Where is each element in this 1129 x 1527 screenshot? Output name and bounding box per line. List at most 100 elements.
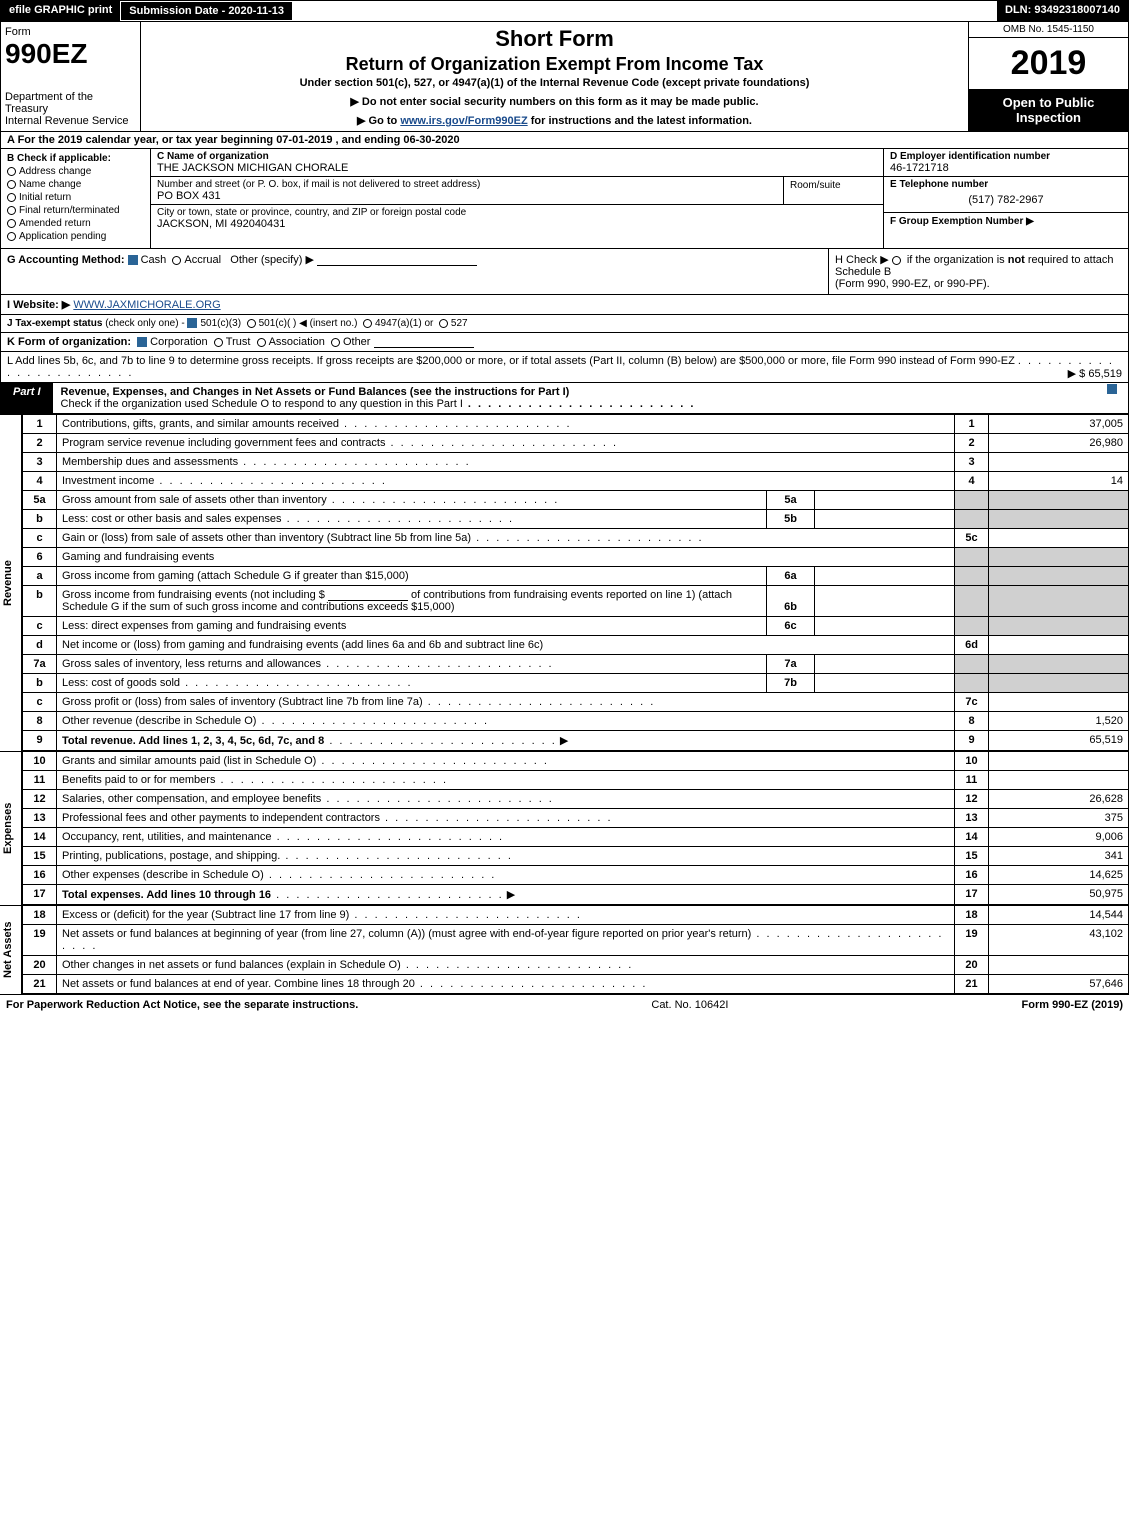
g-other: Other (specify) ▶: [230, 254, 314, 266]
open-to-public: Open to Public Inspection: [969, 89, 1128, 131]
part-1-title: Revenue, Expenses, and Changes in Net As…: [53, 383, 1098, 413]
revenue-table: 1Contributions, gifts, grants, and simil…: [22, 414, 1129, 751]
goto-note: ▶ Go to www.irs.gov/Form990EZ for instru…: [147, 114, 962, 127]
section-j: J Tax-exempt status (check only one) - 5…: [0, 315, 1129, 333]
section-e: E Telephone number (517) 782-2967: [884, 177, 1128, 213]
part-1-tag: Part I: [1, 383, 53, 413]
k-label: K Form of organization:: [7, 336, 131, 348]
line-2: 2Program service revenue including gover…: [23, 434, 1129, 453]
section-b-header: B Check if applicable:: [7, 153, 144, 164]
line-7b: bLess: cost of goods sold7b: [23, 674, 1129, 693]
k-other-blank: [374, 336, 474, 348]
efile-label: efile GRAPHIC print: [1, 1, 120, 21]
expenses-table: 10Grants and similar amounts paid (list …: [22, 751, 1129, 905]
checkbox-checked-icon: [137, 337, 147, 347]
e-label: E Telephone number: [890, 179, 1122, 190]
circle-icon: [892, 256, 901, 265]
revenue-label: Revenue: [0, 414, 22, 751]
subtitle: Under section 501(c), 527, or 4947(a)(1)…: [147, 77, 962, 89]
j-4947: 4947(a)(1) or: [375, 318, 433, 329]
line-10: 10Grants and similar amounts paid (list …: [23, 752, 1129, 771]
section-def: D Employer identification number 46-1721…: [883, 149, 1128, 248]
line-5b: bLess: cost or other basis and sales exp…: [23, 510, 1129, 529]
page-footer: For Paperwork Reduction Act Notice, see …: [0, 994, 1129, 1015]
j-paren: (check only one) -: [105, 318, 184, 329]
chk-name-change[interactable]: Name change: [7, 179, 144, 190]
val-5c: [989, 529, 1129, 548]
arrow-icon: ▶: [560, 735, 568, 747]
val-16: 14,625: [989, 866, 1129, 885]
website-link[interactable]: WWW.JAXMICHORALE.ORG: [73, 299, 220, 311]
circle-icon: [247, 319, 256, 328]
chk-address-change[interactable]: Address change: [7, 166, 144, 177]
netassets-table: 18Excess or (deficit) for the year (Subt…: [22, 905, 1129, 994]
line-11: 11Benefits paid to or for members11: [23, 771, 1129, 790]
val-18: 14,544: [989, 906, 1129, 925]
line-6: 6Gaming and fundraising events: [23, 548, 1129, 567]
part-1-checkbox[interactable]: [1098, 383, 1128, 413]
h-text1: H Check ▶: [835, 254, 889, 266]
org-name-cell: C Name of organization THE JACKSON MICHI…: [151, 149, 883, 177]
section-k: K Form of organization: Corporation Trus…: [0, 333, 1129, 352]
val-6d: [989, 636, 1129, 655]
chk-amended-return[interactable]: Amended return: [7, 218, 144, 229]
j-label: J Tax-exempt status: [7, 318, 102, 329]
netassets-section: Net Assets 18Excess or (deficit) for the…: [0, 905, 1129, 994]
section-d: D Employer identification number 46-1721…: [884, 149, 1128, 177]
j-501c3: 501(c)(3): [200, 318, 241, 329]
circle-icon: [7, 180, 16, 189]
val-7c: [989, 693, 1129, 712]
dept-irs: Internal Revenue Service: [5, 115, 136, 127]
footer-catno: Cat. No. 10642I: [358, 999, 1021, 1011]
section-f: F Group Exemption Number ▶: [884, 213, 1128, 229]
chk-application-pending[interactable]: Application pending: [7, 231, 144, 242]
line-12: 12Salaries, other compensation, and empl…: [23, 790, 1129, 809]
circle-icon: [331, 338, 340, 347]
addr-label: Number and street (or P. O. box, if mail…: [157, 179, 777, 190]
city-label: City or town, state or province, country…: [157, 207, 877, 218]
part-1-note: Check if the organization used Schedule …: [61, 398, 463, 410]
h-text2: if the organization is: [907, 254, 1008, 266]
c-label: C Name of organization: [157, 151, 877, 162]
revenue-section: Revenue 1Contributions, gifts, grants, a…: [0, 414, 1129, 751]
title-return: Return of Organization Exempt From Incom…: [147, 54, 962, 75]
section-a-period: A For the 2019 calendar year, or tax yea…: [0, 132, 1129, 149]
val-8: 1,520: [989, 712, 1129, 731]
val-4: 14: [989, 472, 1129, 491]
j-527: 527: [451, 318, 468, 329]
chk-final-return[interactable]: Final return/terminated: [7, 205, 144, 216]
line-6d: dNet income or (loss) from gaming and fu…: [23, 636, 1129, 655]
line-7c: cGross profit or (loss) from sales of in…: [23, 693, 1129, 712]
org-name: THE JACKSON MICHIGAN CHORALE: [157, 162, 877, 174]
h-text4: (Form 990, 990-EZ, or 990-PF).: [835, 278, 990, 290]
title-short-form: Short Form: [147, 26, 962, 52]
val-13: 375: [989, 809, 1129, 828]
val-1: 37,005: [989, 415, 1129, 434]
line-9: 9Total revenue. Add lines 1, 2, 3, 4, 5c…: [23, 731, 1129, 751]
form-number: 990EZ: [5, 38, 136, 70]
dots: [463, 398, 696, 410]
val-21: 57,646: [989, 975, 1129, 994]
netassets-label: Net Assets: [0, 905, 22, 994]
telephone: (517) 782-2967: [890, 190, 1122, 210]
val-3: [989, 453, 1129, 472]
header-right: OMB No. 1545-1150 2019 Open to Public In…: [968, 22, 1128, 131]
l-amount: ▶ $ 65,519: [1068, 367, 1122, 380]
l-text: L Add lines 5b, 6c, and 7b to line 9 to …: [7, 355, 1015, 367]
h-not: not: [1008, 254, 1025, 266]
section-l: L Add lines 5b, 6c, and 7b to line 9 to …: [0, 352, 1129, 383]
circle-icon: [7, 219, 16, 228]
footer-left: For Paperwork Reduction Act Notice, see …: [6, 999, 358, 1011]
chk-initial-return[interactable]: Initial return: [7, 192, 144, 203]
section-c: C Name of organization THE JACKSON MICHI…: [151, 149, 883, 248]
g-accrual: Accrual: [184, 254, 221, 266]
identification-block: B Check if applicable: Address change Na…: [0, 149, 1129, 249]
circle-icon: [7, 206, 16, 215]
form-word: Form: [5, 26, 136, 38]
section-b: B Check if applicable: Address change Na…: [1, 149, 151, 248]
line-21: 21Net assets or fund balances at end of …: [23, 975, 1129, 994]
val-2: 26,980: [989, 434, 1129, 453]
k-corp: Corporation: [150, 336, 207, 348]
val-12: 26,628: [989, 790, 1129, 809]
instructions-link[interactable]: www.irs.gov/Form990EZ: [400, 115, 527, 127]
